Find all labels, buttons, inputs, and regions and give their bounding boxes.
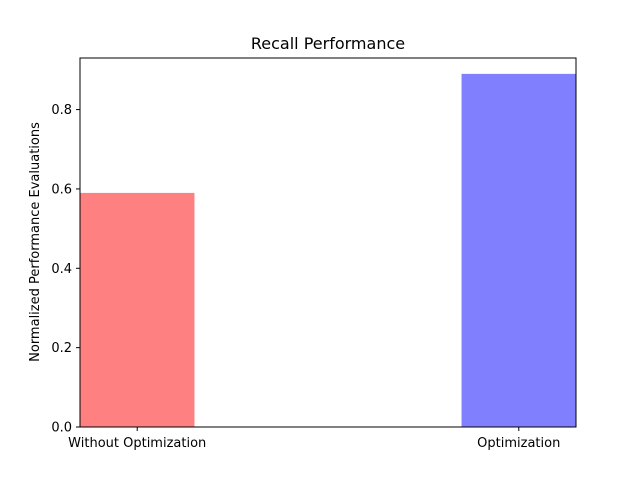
y-axis-label: Normalized Performance Evaluations	[28, 122, 43, 362]
x-ticks-layer: Without Optimization Optimization	[68, 427, 560, 451]
y-tick-label: 0.0	[51, 421, 72, 436]
x-tick-label: Without Optimization	[68, 436, 206, 451]
chart-title: Recall Performance	[251, 34, 405, 53]
y-ticks-layer: 0.0 0.2 0.4 0.6 0.8	[51, 103, 80, 436]
y-tick-label: 0.8	[51, 103, 72, 118]
bar-optimization	[461, 73, 576, 427]
x-tick-label: Optimization	[477, 436, 560, 451]
plot-frame	[79, 57, 577, 428]
y-tick-label: 0.4	[51, 262, 72, 277]
y-tick-label: 0.2	[51, 341, 72, 356]
bar-without-optimization	[80, 192, 195, 427]
y-tick-label: 0.6	[51, 182, 72, 197]
bars-layer	[80, 73, 576, 427]
